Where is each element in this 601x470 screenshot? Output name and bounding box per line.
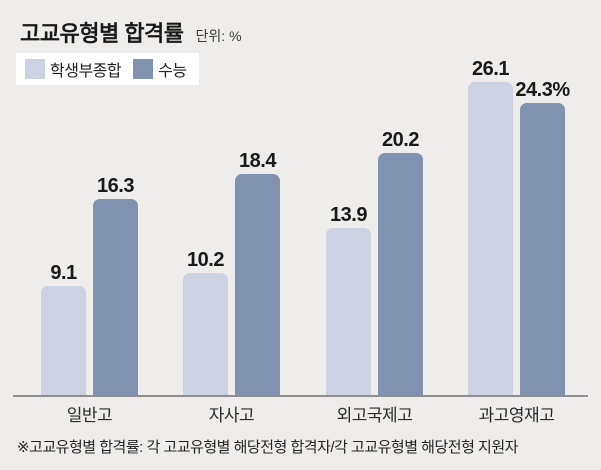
footnote: ※고교유형별 합격률: 각 고교유형별 해당전형 합격자/각 고교유형별 해당전… — [17, 439, 518, 456]
unit-label: 단위: % — [195, 28, 242, 44]
category-label-2: 외고국제고 — [336, 406, 413, 425]
bar-series-0-cat-1 — [183, 273, 228, 395]
bar-group-1: 10.2 18.4 — [183, 56, 280, 395]
bar-series-0-cat-3 — [468, 82, 513, 395]
legend-swatch-light — [25, 59, 45, 79]
bar-series-0-cat-0 — [41, 286, 86, 395]
bar-series-1-cat-0 — [93, 199, 138, 395]
bar-group-3: 26.1 24.3% — [468, 56, 570, 395]
category-label-1: 자사고 — [208, 406, 255, 425]
bar-column-series-0-cat-2: 13.9 — [326, 205, 371, 395]
category-axis: 일반고 자사고 외고국제고 과고영재고 — [13, 401, 588, 425]
category-label-3: 과고영재고 — [478, 406, 555, 425]
category-label-0: 일반고 — [66, 406, 113, 425]
bar-value-label: 13.9 — [330, 204, 367, 226]
bar-value-label: 18.4 — [239, 150, 276, 172]
bar-chart: 9.1 16.3 10.2 18.4 13.9 20.2 26.1 24.3% — [13, 56, 588, 397]
bar-value-label: 26.1 — [472, 58, 509, 80]
bar-column-series-1-cat-0: 16.3 — [93, 176, 138, 395]
bar-series-0-cat-2 — [326, 228, 371, 395]
legend-label: 수능 — [158, 63, 187, 80]
bar-value-label: 9.1 — [50, 262, 77, 284]
bar-value-label: 24.3% — [515, 79, 570, 101]
legend-swatch-dark — [133, 59, 154, 79]
page-title: 고교유형별 합격률 — [20, 21, 184, 46]
bar-series-1-cat-3 — [520, 103, 565, 395]
bar-value-label: 10.2 — [187, 249, 224, 271]
bar-column-series-0-cat-0: 9.1 — [41, 263, 86, 395]
chart-header: 고교유형별 합격률 단위: % — [20, 16, 242, 48]
legend-label: 학생부종합 — [50, 63, 122, 80]
legend: 학생부종합 수능 — [16, 53, 199, 85]
bar-group-2: 13.9 20.2 — [326, 56, 423, 395]
bar-group-0: 9.1 16.3 — [41, 56, 138, 395]
bar-column-series-0-cat-1: 10.2 — [183, 250, 228, 395]
bar-column-series-1-cat-2: 20.2 — [378, 130, 423, 395]
bar-column-series-1-cat-1: 18.4 — [235, 151, 280, 395]
legend-item-student-record: 학생부종합 — [25, 57, 122, 81]
bar-series-1-cat-1 — [235, 174, 280, 395]
bar-column-series-0-cat-3: 26.1 — [468, 59, 513, 395]
bar-value-label: 20.2 — [382, 129, 419, 151]
legend-item-csat: 수능 — [133, 57, 187, 81]
bar-column-series-1-cat-3: 24.3% — [515, 80, 570, 395]
bar-series-1-cat-2 — [378, 153, 423, 395]
bar-value-label: 16.3 — [97, 175, 134, 197]
